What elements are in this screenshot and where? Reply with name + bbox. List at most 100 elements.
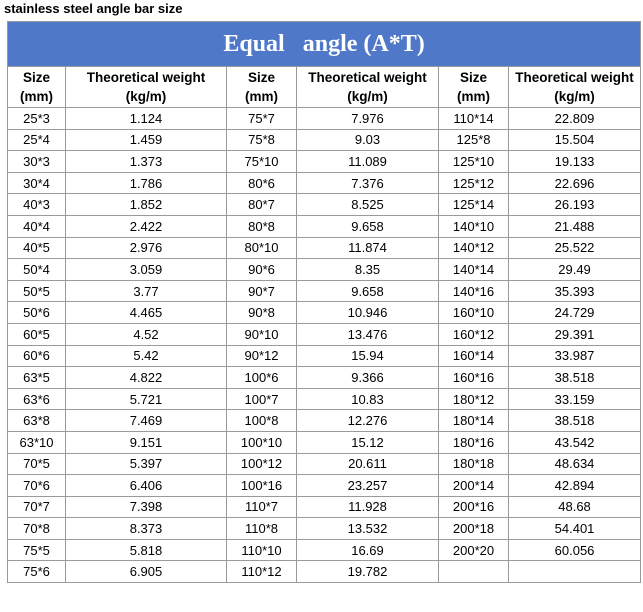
table-row: 40*5 2.976 80*10 11.874 140*12 25.522 <box>7 236 642 260</box>
weight-cell: 4.465 <box>65 301 227 324</box>
size-cell: 200*16 <box>438 495 509 519</box>
weight-cell: 12.276 <box>296 409 439 432</box>
size-cell: 25*3 <box>7 107 66 130</box>
size-cell: 110*8 <box>226 517 297 540</box>
size-cell: 75*6 <box>7 560 66 584</box>
weight-cell: 15.94 <box>296 344 439 368</box>
weight-cell: 7.398 <box>65 495 227 519</box>
weight-cell: 8.373 <box>65 517 227 540</box>
weight-cell: 9.366 <box>296 366 439 389</box>
table-row: 75*5 5.818 110*10 16.69 200*20 60.056 <box>7 538 642 562</box>
weight-cell: 5.397 <box>65 452 227 476</box>
size-cell: 160*14 <box>438 344 509 368</box>
size-cell: 70*7 <box>7 495 66 519</box>
size-cell: 50*4 <box>7 258 66 281</box>
weight-cell: 11.089 <box>296 150 439 173</box>
weight-cell: 19.782 <box>296 560 439 584</box>
size-cell: 110*12 <box>226 560 297 584</box>
size-cell: 200*18 <box>438 517 509 540</box>
size-cell: 90*6 <box>226 258 297 281</box>
size-cell: 100*10 <box>226 430 297 454</box>
size-cell: 63*8 <box>7 409 66 432</box>
weight-cell: 7.376 <box>296 171 439 195</box>
weight-cell: 5.818 <box>65 538 227 562</box>
weight-cell: 26.193 <box>507 193 642 216</box>
table-row: 50*5 3.77 90*7 9.658 140*16 35.393 <box>7 279 642 303</box>
size-cell: 63*5 <box>7 366 66 389</box>
weight-cell: 10.946 <box>296 301 439 324</box>
weight-cell: 11.928 <box>296 495 439 519</box>
size-cell: 140*10 <box>438 214 509 238</box>
weight-cell: 10.83 <box>296 387 439 411</box>
table-row: 70*7 7.398 110*7 11.928 200*16 48.68 <box>7 495 642 519</box>
weight-cell: 33.987 <box>507 344 642 368</box>
weight-cell: 8.35 <box>296 258 439 281</box>
size-cell: 180*14 <box>438 409 509 432</box>
size-cell: 60*6 <box>7 344 66 368</box>
weight-cell: 9.03 <box>296 128 439 152</box>
weight-cell: 9.658 <box>296 279 439 303</box>
size-cell: 160*12 <box>438 322 509 346</box>
size-cell: 100*8 <box>226 409 297 432</box>
weight-cell: 7.469 <box>65 409 227 432</box>
size-cell: 30*4 <box>7 171 66 195</box>
size-cell: 90*10 <box>226 322 297 346</box>
weight-cell: 3.059 <box>65 258 227 281</box>
size-cell: 80*7 <box>226 193 297 216</box>
weight-cell: 25.522 <box>507 236 642 260</box>
size-cell: 125*14 <box>438 193 509 216</box>
weight-cell: 19.133 <box>507 150 642 173</box>
size-cell: 70*6 <box>7 474 66 497</box>
weight-cell: 38.518 <box>507 409 642 432</box>
weight-cell: 1.373 <box>65 150 227 173</box>
weight-cell: 22.696 <box>507 171 642 195</box>
size-cell: 75*5 <box>7 538 66 562</box>
weight-cell: 7.976 <box>296 107 439 130</box>
size-cell: 200*20 <box>438 538 509 562</box>
table-banner: Equal angle (A*T) <box>6 21 642 67</box>
size-cell: 125*12 <box>438 171 509 195</box>
weight-cell: 4.52 <box>65 322 227 346</box>
size-cell: 125*8 <box>438 128 509 152</box>
size-cell: 180*16 <box>438 430 509 454</box>
size-cell: 180*18 <box>438 452 509 476</box>
weight-cell: 16.69 <box>296 538 439 562</box>
weight-cell: 2.976 <box>65 236 227 260</box>
weight-cell: 5.721 <box>65 387 227 411</box>
weight-cell: 15.12 <box>296 430 439 454</box>
header-row: Size (mm) Theoretical weight (kg/m) Size (m… <box>7 66 642 108</box>
size-cell: 90*7 <box>226 279 297 303</box>
weight-cell: 13.532 <box>296 517 439 540</box>
table-row: 70*8 8.373 110*8 13.532 200*18 54.401 <box>7 517 642 540</box>
size-cell: 140*16 <box>438 279 509 303</box>
table-row: 70*6 6.406 100*16 23.257 200*14 42.894 <box>7 474 642 497</box>
size-cell: 100*7 <box>226 387 297 411</box>
size-cell: 50*5 <box>7 279 66 303</box>
size-cell: 110*14 <box>438 107 509 130</box>
weight-header-2: Theoretical weight (kg/m) <box>296 66 439 108</box>
weight-cell: 11.874 <box>296 236 439 260</box>
weight-cell: 42.894 <box>507 474 642 497</box>
table-row: 60*6 5.42 90*12 15.94 160*14 33.987 <box>7 344 642 368</box>
size-cell: 125*10 <box>438 150 509 173</box>
size-cell: 90*12 <box>226 344 297 368</box>
weight-cell: 24.729 <box>507 301 642 324</box>
weight-cell: 9.151 <box>65 430 227 454</box>
weight-cell: 6.406 <box>65 474 227 497</box>
size-cell: 80*6 <box>226 171 297 195</box>
size-cell: 140*14 <box>438 258 509 281</box>
size-cell: 25*4 <box>7 128 66 152</box>
table-body: 25*3 1.124 75*7 7.976 110*14 22.809 25*4 1.459 7… <box>7 107 642 584</box>
weight-cell: 48.634 <box>507 452 642 476</box>
weight-cell: 21.488 <box>507 214 642 238</box>
size-cell: 63*6 <box>7 387 66 411</box>
weight-cell: 23.257 <box>296 474 439 497</box>
table-row: 25*4 1.459 75*8 9.03 125*8 15.504 <box>7 128 642 152</box>
table-row: 63*10 9.151 100*10 15.12 180*16 43.542 <box>7 430 642 454</box>
weight-cell: 2.422 <box>65 214 227 238</box>
table-row: 75*6 6.905 110*12 19.782 <box>7 560 642 584</box>
size-cell: 90*8 <box>226 301 297 324</box>
size-cell: 200*14 <box>438 474 509 497</box>
weight-cell: 43.542 <box>507 430 642 454</box>
size-cell: 75*8 <box>226 128 297 152</box>
